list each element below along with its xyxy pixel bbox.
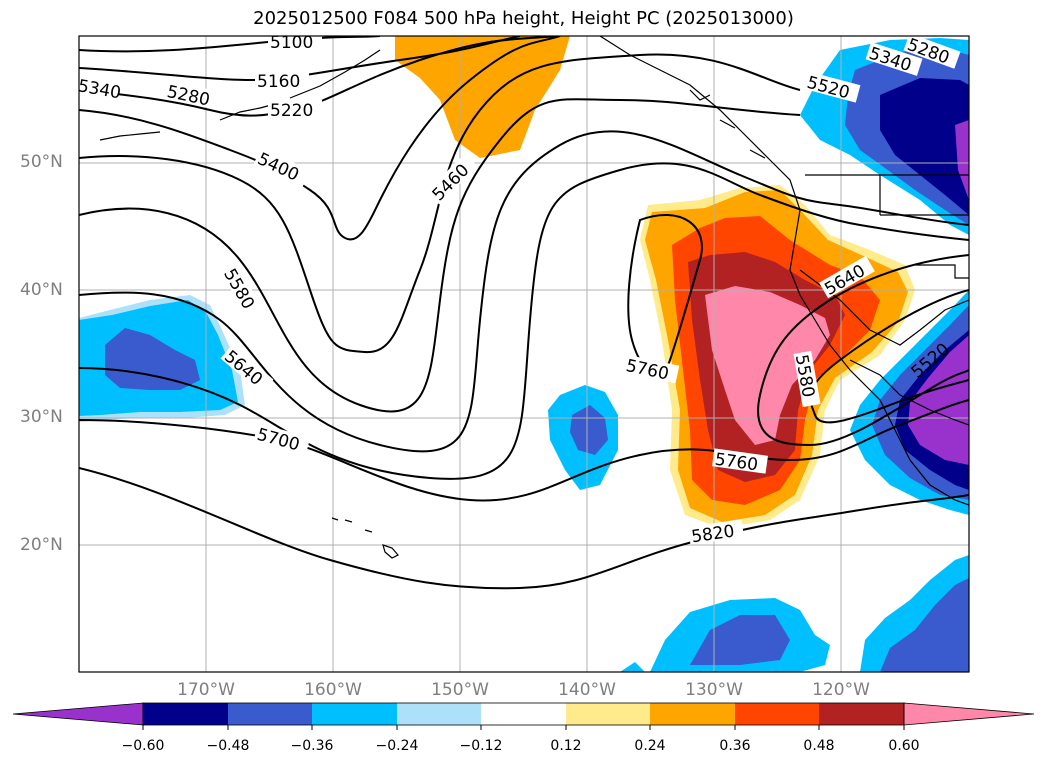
lon-label-140w: 140°W bbox=[558, 680, 616, 700]
anomaly-positive-north bbox=[395, 36, 570, 158]
colorbar-seg-9 bbox=[819, 703, 904, 725]
map-title: 2025012500 F084 500 hPa height, Height P… bbox=[253, 8, 794, 29]
colorbar-tick-label: −0.24 bbox=[375, 738, 419, 754]
colorbar-seg-4 bbox=[397, 703, 481, 725]
colorbar-seg-2 bbox=[228, 703, 312, 725]
colorbar-seg-3 bbox=[312, 703, 397, 725]
colorbar-tick-label: 0.24 bbox=[634, 738, 666, 754]
lat-label-20n: 20°N bbox=[20, 535, 63, 555]
colorbar-seg-5 bbox=[481, 703, 566, 725]
contour-label-5580-west: 5580 bbox=[219, 265, 258, 312]
colorbar-tick-label: 0.12 bbox=[550, 738, 582, 754]
shaded-anomalies bbox=[79, 36, 969, 672]
map-frame bbox=[78, 35, 970, 673]
contour-label-5100: 5100 bbox=[270, 33, 313, 53]
colorbar bbox=[12, 702, 1035, 730]
lon-label-150w: 150°W bbox=[431, 680, 489, 700]
contour-label-5160: 5160 bbox=[257, 72, 300, 92]
colorbar-tick-label: −0.60 bbox=[121, 738, 165, 754]
colorbar-seg-7 bbox=[650, 703, 735, 725]
colorbar-tick-label: −0.48 bbox=[206, 738, 250, 754]
colorbar-extend-high bbox=[903, 702, 1035, 726]
colorbar-tick-label: 0.60 bbox=[888, 738, 920, 754]
coastlines bbox=[99, 36, 969, 559]
contour-label-5400: 5400 bbox=[254, 149, 302, 185]
colorbar-seg-8 bbox=[735, 703, 819, 725]
colorbar-tick-label: −0.12 bbox=[459, 738, 503, 754]
lon-label-160w: 160°W bbox=[304, 680, 362, 700]
lat-label-30n: 30°N bbox=[20, 407, 63, 427]
colorbar-tick-label: −0.36 bbox=[290, 738, 334, 754]
lat-label-50n: 50°N bbox=[20, 152, 63, 172]
colorbar-seg-6 bbox=[566, 703, 650, 725]
lon-label-120w: 120°W bbox=[812, 680, 870, 700]
contour-label-5280-west: 5280 bbox=[165, 82, 211, 111]
lon-label-130w: 130°W bbox=[685, 680, 743, 700]
contour-label-5760-closed: 5760 bbox=[624, 356, 670, 385]
contour-label-5220: 5220 bbox=[270, 101, 313, 121]
colorbar-extend-low bbox=[12, 702, 144, 726]
colorbar-tick-label: 0.48 bbox=[803, 738, 835, 754]
lon-label-170w: 170°W bbox=[177, 680, 235, 700]
contour-label-5820: 5820 bbox=[690, 522, 736, 548]
contour-label-5700: 5700 bbox=[255, 425, 302, 456]
lat-label-40n: 40°N bbox=[20, 280, 63, 300]
height-contours bbox=[79, 36, 969, 590]
colorbar-tick-label: 0.36 bbox=[719, 738, 751, 754]
colorbar-seg-1 bbox=[143, 703, 228, 725]
